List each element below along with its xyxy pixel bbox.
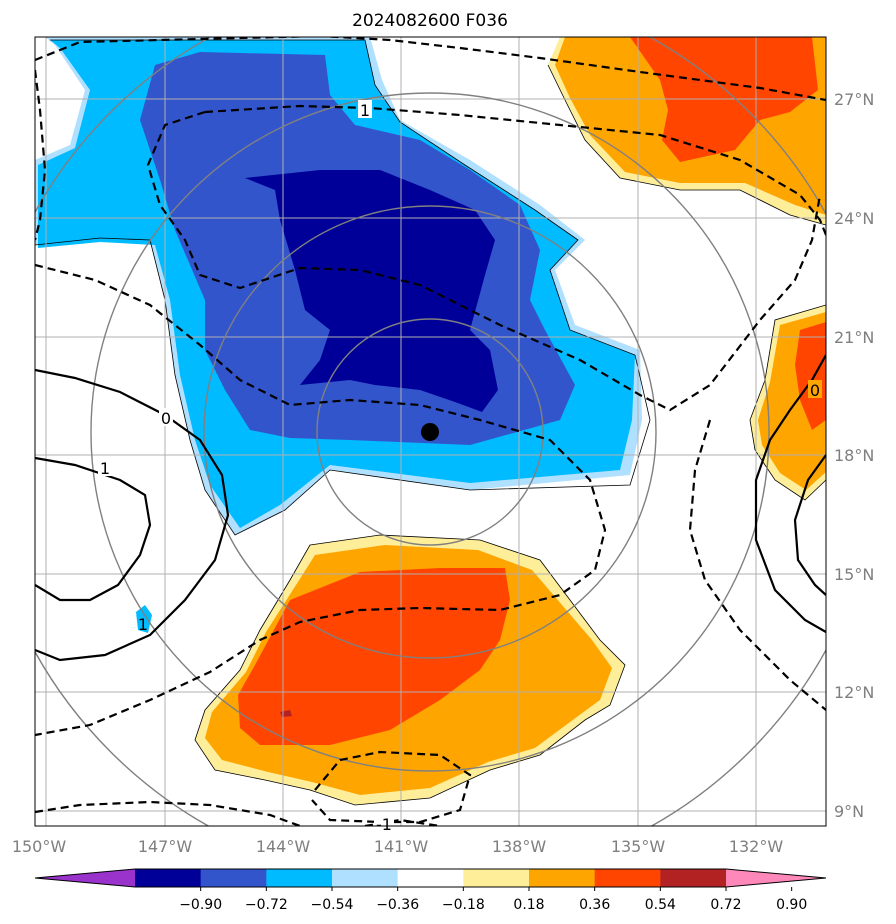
colorbar-tick-label: −0.90 <box>179 897 222 913</box>
latitude-axis: 27°N 24°N 21°N 18°N 15°N 12°N 9°N <box>834 90 874 821</box>
latitude-label: 15°N <box>834 565 874 584</box>
contour-label: 1 <box>360 101 370 120</box>
colorbar-tick-label: 0.36 <box>579 897 610 913</box>
lat-lon-gridlines <box>35 37 826 826</box>
small-cyan-blob <box>136 605 152 633</box>
colorbar-segment <box>135 869 202 887</box>
colorbar-tick-label: 0.54 <box>645 897 676 913</box>
map-title: 2024082600 F036 <box>352 11 508 31</box>
longitude-label: 147°W <box>138 837 193 856</box>
colorbar-extend-high <box>726 869 826 887</box>
latitude-label: 18°N <box>834 446 874 465</box>
colorbar-segment <box>397 869 464 887</box>
colorbar-tick-label: −0.54 <box>311 897 354 913</box>
latitude-label: 24°N <box>834 209 874 228</box>
positive-anomaly-south-red <box>238 568 510 745</box>
dashed-contours <box>35 37 826 826</box>
map-plot-area <box>35 37 826 826</box>
colorbar-tick-label: −0.18 <box>442 897 485 913</box>
latitude-label: 27°N <box>834 90 874 109</box>
colorbar-segment <box>529 869 596 887</box>
colorbar: −0.90 −0.72 −0.54 −0.36 −0.18 0.18 0.36 0.54 0.7… <box>34 868 827 913</box>
longitude-label: 144°W <box>256 837 311 856</box>
map-frame <box>34 36 827 827</box>
colorbar-tick-label: −0.72 <box>245 897 288 913</box>
colorbar-segment <box>200 869 267 887</box>
colorbar-segment <box>594 869 661 887</box>
colorbar-outline <box>34 868 827 888</box>
colorbar-extend-low <box>35 869 135 887</box>
colorbar-tick-label: 0.72 <box>710 897 741 913</box>
contour-label: 1 <box>100 459 110 478</box>
contour-label: -1 <box>376 815 392 834</box>
longitude-label: 150°W <box>12 837 67 856</box>
contour-labels: 1 0 1 0 -1 1 <box>98 100 822 834</box>
latitude-label: 9°N <box>834 802 864 821</box>
latitude-label: 21°N <box>834 328 874 347</box>
colorbar-segment <box>660 869 727 887</box>
positive-anomaly-east-red <box>795 322 826 430</box>
colorbar-segment <box>332 869 399 887</box>
longitude-label: 141°W <box>374 837 429 856</box>
colorbar-tick-label: −0.36 <box>376 897 419 913</box>
longitude-label: 132°W <box>729 837 784 856</box>
longitude-label: 138°W <box>492 837 547 856</box>
negative-anomaly-dark <box>245 170 498 412</box>
storm-center-marker <box>421 423 439 441</box>
contour-label: 0 <box>161 409 171 428</box>
colorbar-tick-label: 0.18 <box>513 897 544 913</box>
longitude-label: 135°W <box>611 837 666 856</box>
range-rings <box>35 37 826 826</box>
solid-contours <box>35 354 826 662</box>
contour-label: 0 <box>810 381 820 400</box>
longitude-axis: 150°W 147°W 144°W 141°W 138°W 135°W 132°… <box>12 837 784 856</box>
contour-label: 1 <box>138 615 148 634</box>
colorbar-tick-label: 0.90 <box>776 897 807 913</box>
colorbar-segment <box>463 869 530 887</box>
anomaly-outlines <box>35 39 826 806</box>
latitude-label: 12°N <box>834 683 874 702</box>
colorbar-segment <box>266 869 333 887</box>
